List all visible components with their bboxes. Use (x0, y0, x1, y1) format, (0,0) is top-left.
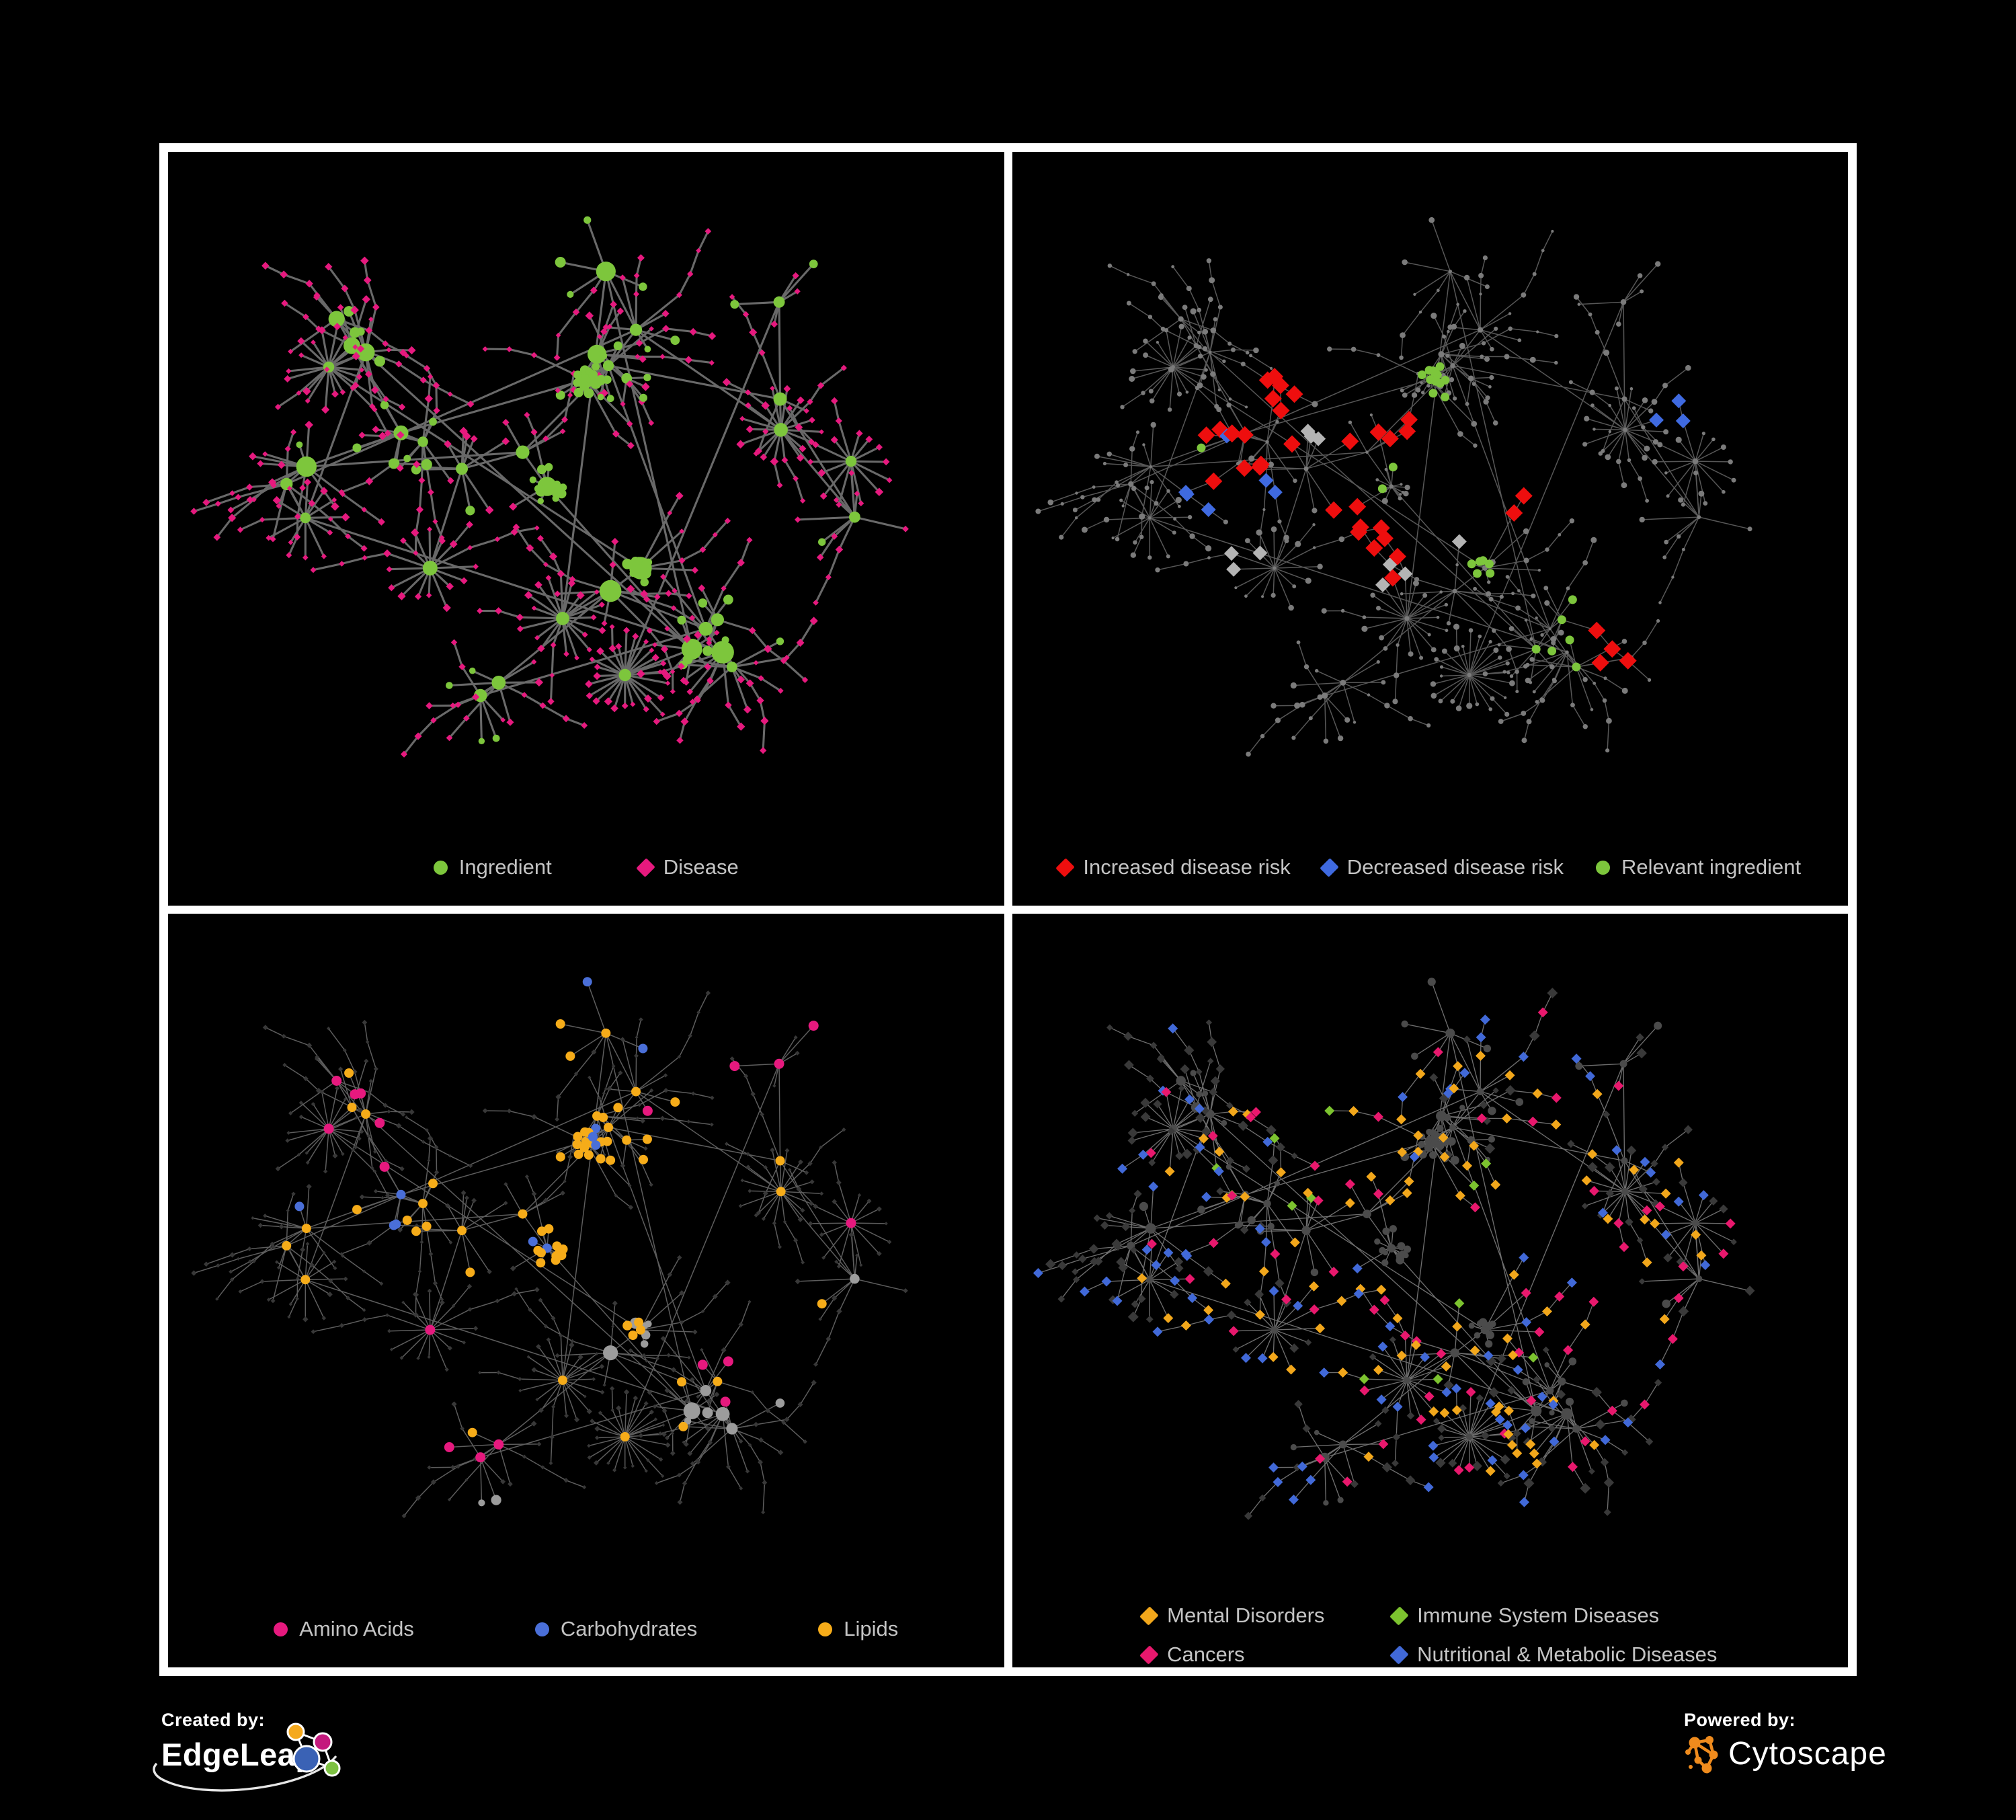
cytoscape-node (1689, 1765, 1693, 1769)
legend-item: Ingredient (433, 851, 552, 883)
legend-label: Relevant ingredient (1621, 855, 1802, 879)
legend-label: Ingredient (458, 855, 552, 879)
cytoscape-wordmark: Cytoscape (1728, 1735, 1887, 1772)
lipids-circle-marker (818, 1622, 833, 1636)
highlight-layer (1178, 362, 1691, 672)
legend-item: Amino Acids (274, 1613, 414, 1645)
increased-risk-diamond-marker (1055, 857, 1076, 877)
highlight-layer (282, 977, 856, 1463)
legend-label: Decreased disease risk (1346, 855, 1564, 879)
cancers-diamond-marker (1139, 1645, 1159, 1665)
nodes-layer (1045, 978, 1755, 1520)
edges-layer (194, 982, 906, 1517)
cytoscape-node (1705, 1736, 1713, 1744)
ingredient-circle-marker (433, 860, 448, 875)
legend-label: Carbohydrates (560, 1617, 698, 1640)
legend-item: Disease (635, 851, 739, 883)
cytoscape-node (1709, 1750, 1718, 1759)
cytoscape-node (1694, 1756, 1702, 1764)
cytoscape-brand: Cytoscape (1684, 1733, 1887, 1774)
amino-acids-circle-marker (274, 1622, 288, 1636)
legend-label: Nutritional & Metabolic Diseases (1417, 1643, 1718, 1666)
legend-label: Disease (663, 855, 739, 879)
edgeleap-node-orange (286, 1723, 305, 1741)
cytoscape-logo-icon (1685, 1736, 1718, 1774)
cytoscape-node (1701, 1763, 1712, 1774)
decreased-risk-diamond-marker (1320, 857, 1339, 877)
legend-item: Mental Disorders (1139, 1599, 1393, 1632)
legend-item: Nutritional & Metabolic Diseases (1389, 1638, 1718, 1667)
legend-label: Immune System Diseases (1417, 1604, 1660, 1627)
network-canvas-ingredient-classes (191, 977, 908, 1519)
cytoscape-node (1689, 1737, 1701, 1749)
created-by-block: Created by: EdgeLeap (153, 1710, 363, 1792)
legend-disease-risk: Increased disease risk Decreased disease… (1012, 851, 1849, 883)
carbohydrates-circle-marker (534, 1622, 549, 1636)
legend-item: Decreased disease risk (1320, 851, 1564, 883)
legend-label: Mental Disorders (1167, 1604, 1325, 1627)
network-canvas-ingredient-disease (190, 216, 909, 758)
legend-item: Carbohydrates (534, 1613, 698, 1645)
legend-ingredient-classes: Amino Acids Carbohydrates Lipids (168, 1613, 1004, 1645)
edgeleap-logo-icon (286, 1723, 341, 1777)
nodes-layer (1035, 216, 1752, 757)
edgeleap-wordmark: EdgeLeap (161, 1737, 315, 1772)
panel-disease-classes: Mental Disorders Immune System Diseases … (1012, 914, 1848, 1667)
powered-by-block: Powered by: Cytos (1684, 1710, 1887, 1774)
edgeleap-node-magenta (313, 1732, 333, 1752)
legend-item: Immune System Diseases (1389, 1599, 1717, 1632)
created-by-label: Created by: (161, 1710, 266, 1730)
legend-item: Increased disease risk (1055, 851, 1291, 883)
disease-diamond-marker (635, 857, 655, 877)
mental-disorders-diamond-marker (1139, 1606, 1159, 1626)
edges-layer (1037, 220, 1750, 755)
edgeleap-swoosh (153, 1755, 337, 1792)
legend-item: Relevant ingredient (1596, 851, 1801, 883)
panel-ingredient-disease: Ingredient Disease (168, 152, 1004, 906)
legend-label: Amino Acids (299, 1617, 414, 1640)
cytoscape-node (1685, 1749, 1691, 1755)
panel-ingredient-classes: Amino Acids Carbohydrates Lipids (168, 914, 1004, 1667)
edges-layer (1037, 982, 1750, 1517)
legend-ingredient-disease: Ingredient Disease (168, 851, 1004, 883)
relevant-ingredient-circle-marker (1596, 860, 1610, 875)
highlight-layer (1033, 1007, 1736, 1507)
legend-item: Cancers (1139, 1638, 1393, 1667)
network-canvas-disease-classes (1033, 978, 1755, 1520)
edgeleap-node-green (323, 1759, 341, 1777)
panel-disease-risk: Increased disease risk Decreased disease… (1012, 152, 1849, 906)
legend-label: Increased disease risk (1083, 855, 1291, 879)
edgeleap-brand: EdgeLeap (153, 1723, 363, 1792)
legend-item: Lipids (818, 1613, 898, 1645)
nodes-layer (190, 216, 909, 758)
powered-by-label: Powered by: (1684, 1710, 1796, 1730)
network-canvas-disease-risk (1035, 216, 1752, 757)
legend-disease-classes: Mental Disorders Immune System Diseases … (1139, 1599, 1718, 1667)
legend-label: Lipids (844, 1617, 899, 1640)
edgeleap-node-blue (292, 1745, 321, 1773)
nutritional-metabolic-diamond-marker (1389, 1645, 1409, 1665)
panel-grid: Ingredient Disease Increased disease ris… (159, 143, 1857, 1676)
immune-system-diamond-marker (1389, 1606, 1409, 1626)
legend-label: Cancers (1167, 1643, 1245, 1666)
